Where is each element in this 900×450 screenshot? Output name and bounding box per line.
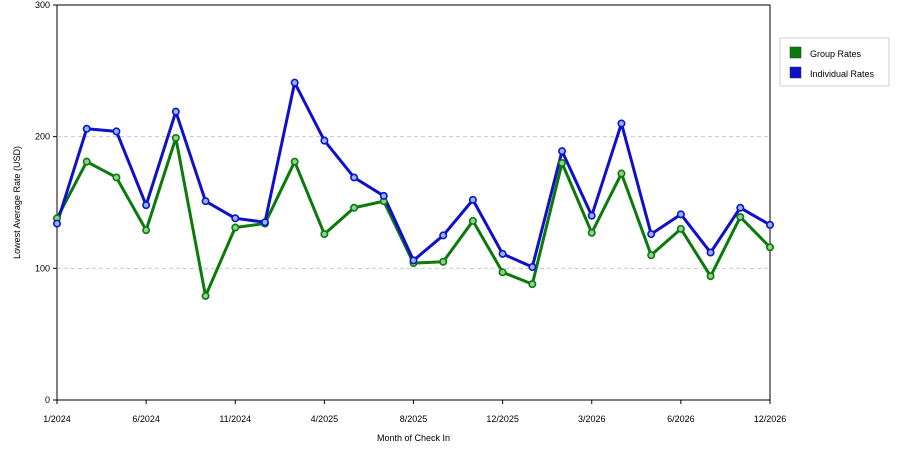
- data-point-individual-rates: [171, 107, 180, 116]
- data-point-group-rates: [142, 226, 151, 235]
- x-tick-label: 3/2026: [578, 414, 606, 424]
- data-point-individual-rates: [112, 127, 121, 136]
- data-point-group-rates: [558, 159, 567, 168]
- data-point-individual-rates: [379, 191, 388, 200]
- x-tick-label: 11/2024: [219, 414, 251, 424]
- data-point-individual-rates: [468, 195, 477, 204]
- data-point-group-rates: [498, 268, 507, 277]
- legend-box: [779, 37, 890, 87]
- x-tick-label: 4/2025: [311, 414, 339, 424]
- legend: Group Rates Individual Rates: [779, 37, 890, 87]
- x-tick-label: 1/2024: [43, 414, 71, 424]
- data-point-group-rates: [350, 203, 359, 212]
- data-point-group-rates: [231, 223, 240, 232]
- x-tick-label: 12/2026: [754, 414, 787, 424]
- data-point-individual-rates: [528, 263, 537, 272]
- data-point-group-rates: [468, 216, 477, 225]
- data-point-group-rates: [320, 230, 329, 239]
- data-point-individual-rates: [350, 173, 359, 182]
- y-tick-label: 300: [35, 0, 50, 10]
- data-point-group-rates: [765, 243, 774, 252]
- data-point-individual-rates: [439, 231, 448, 240]
- data-point-individual-rates: [498, 249, 507, 258]
- axes: 0 100 200 300 1/2024 6/2024 11/2024 4/2025 8/202…: [35, 0, 786, 424]
- data-point-group-rates: [112, 173, 121, 182]
- legend-swatch-group-rates: [789, 46, 802, 59]
- data-point-group-rates: [171, 133, 180, 142]
- data-point-individual-rates: [142, 201, 151, 210]
- data-point-group-rates: [290, 157, 299, 166]
- x-tick-label: 6/2026: [667, 414, 695, 424]
- x-tick-label: 12/2025: [486, 414, 519, 424]
- legend-label-individual-rates: Individual Rates: [810, 69, 875, 79]
- x-tick-label: 6/2024: [132, 414, 160, 424]
- data-point-group-rates: [82, 157, 91, 166]
- y-tick-label: 0: [45, 395, 50, 405]
- data-point-individual-rates: [676, 210, 685, 219]
- grid-lines: [57, 136, 770, 269]
- data-point-individual-rates: [201, 197, 210, 206]
- y-tick-label: 200: [35, 132, 50, 142]
- data-point-individual-rates: [647, 230, 656, 239]
- x-axis-title: Month of Check In: [377, 433, 450, 443]
- data-point-individual-rates: [706, 248, 715, 257]
- x-tick-label: 8/2025: [400, 414, 428, 424]
- data-point-group-rates: [439, 257, 448, 266]
- plot-area-frame: [56, 4, 771, 401]
- data-point-group-rates: [736, 212, 745, 221]
- data-point-individual-rates: [617, 119, 626, 128]
- data-point-individual-rates: [231, 214, 240, 223]
- data-point-individual-rates: [82, 124, 91, 133]
- data-point-individual-rates: [52, 219, 61, 228]
- data-point-individual-rates: [765, 220, 774, 229]
- data-point-group-rates: [528, 280, 537, 289]
- data-point-individual-rates: [260, 218, 269, 227]
- series-line-group-rates: [55, 136, 772, 298]
- data-point-individual-rates: [290, 78, 299, 87]
- data-point-group-rates: [617, 169, 626, 178]
- data-point-group-rates: [706, 272, 715, 281]
- data-point-individual-rates: [736, 203, 745, 212]
- data-points: [52, 78, 774, 300]
- data-point-individual-rates: [409, 256, 418, 265]
- data-point-individual-rates: [320, 136, 329, 145]
- data-point-group-rates: [676, 224, 685, 233]
- data-point-individual-rates: [587, 211, 596, 220]
- y-axis-title: Lowest Average Rate (USD): [12, 146, 22, 259]
- data-point-group-rates: [587, 228, 596, 237]
- data-point-group-rates: [647, 251, 656, 260]
- y-tick-label: 100: [35, 263, 50, 273]
- data-point-individual-rates: [558, 147, 567, 156]
- data-point-group-rates: [201, 291, 210, 300]
- legend-label-group-rates: Group Rates: [810, 49, 862, 59]
- legend-swatch-individual-rates: [789, 66, 802, 79]
